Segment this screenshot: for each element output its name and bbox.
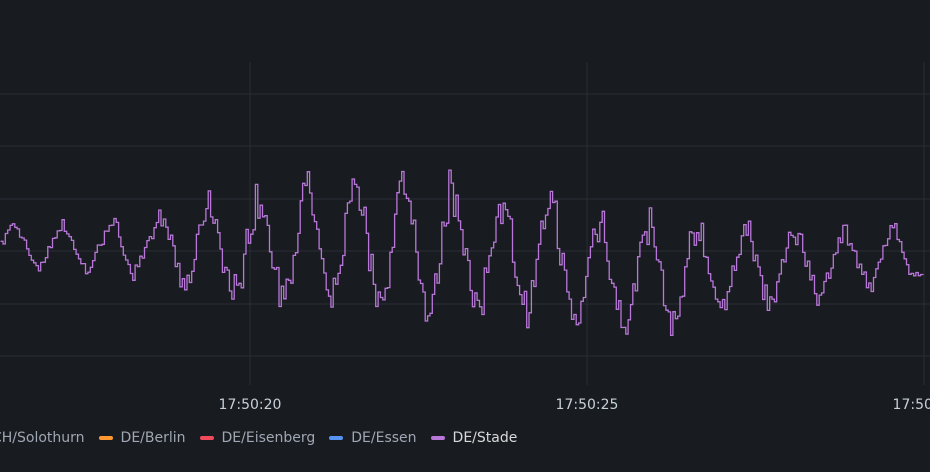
legend-label: DE/Essen — [351, 430, 417, 446]
legend-label: DE/Berlin — [120, 430, 186, 446]
legend-label: DE/Stade — [452, 430, 518, 446]
grid-lines — [0, 62, 930, 385]
legend-item-ch-solothurn[interactable]: CH/Solothurn — [0, 430, 85, 446]
x-tick-label: 17:50:25 — [555, 397, 619, 413]
legend-swatch — [98, 436, 113, 440]
legend-swatch — [199, 436, 214, 440]
legend-label: DE/Eisenberg — [221, 430, 316, 446]
legend-item-de-stade[interactable]: DE/Stade — [430, 430, 518, 446]
legend-swatch — [329, 436, 344, 440]
legend-item-de-eisenberg[interactable]: DE/Eisenberg — [199, 430, 316, 446]
series-line-de-stade — [0, 169, 924, 337]
series-layer — [0, 169, 924, 337]
x-tick-label: 17:50:20 — [218, 397, 282, 413]
legend-swatch — [430, 436, 445, 440]
x-tick-label: 17:50:30 — [892, 397, 930, 413]
legend: CH/Solothurn DE/Berlin DE/Eisenberg DE/E… — [0, 428, 531, 448]
legend-item-de-berlin[interactable]: DE/Berlin — [98, 430, 186, 446]
legend-label: CH/Solothurn — [0, 430, 85, 446]
legend-item-de-essen[interactable]: DE/Essen — [329, 430, 417, 446]
